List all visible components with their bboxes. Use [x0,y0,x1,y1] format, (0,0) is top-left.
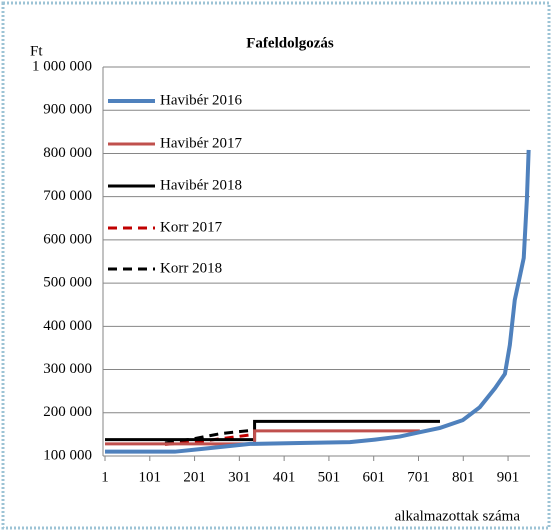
x-tick-label: 501 [318,469,341,485]
x-tick-label: 101 [139,469,162,485]
x-axis-label: alkalmazottak száma [395,508,521,524]
x-tick-label: 701 [407,469,430,485]
x-tick-label: 1 [101,469,109,485]
x-tick-label: 301 [228,469,251,485]
x-tick-label: 901 [497,469,520,485]
y-tick-label: 900 000 [43,102,92,118]
chart-title: Fafeldolgozás [246,35,334,51]
x-tick-label: 601 [362,469,385,485]
x-tick-label: 801 [452,469,475,485]
legend-label: Havibér 2018 [160,177,242,193]
y-tick-label: 800 000 [43,145,92,161]
x-tick-label: 201 [183,469,206,485]
y-tick-label: 200 000 [43,404,92,420]
y-tick-label: 600 000 [43,231,92,247]
y-axis-label: Ft [30,43,43,59]
legend-label: Korr 2017 [160,219,223,235]
series-line [105,149,531,454]
y-tick-label: 400 000 [43,318,92,334]
legend-label: Havibér 2017 [160,135,243,151]
y-tick-label: 100 000 [43,447,92,463]
y-tick-label: 1 000 000 [32,58,92,74]
y-tick-label: 700 000 [43,188,92,204]
y-tick-label: 500 000 [43,275,92,291]
y-tick-label: 300 000 [43,361,92,377]
legend-label: Korr 2018 [160,260,222,276]
legend-label: Havibér 2016 [160,92,243,108]
series-line [105,429,420,446]
x-tick-label: 401 [273,469,296,485]
